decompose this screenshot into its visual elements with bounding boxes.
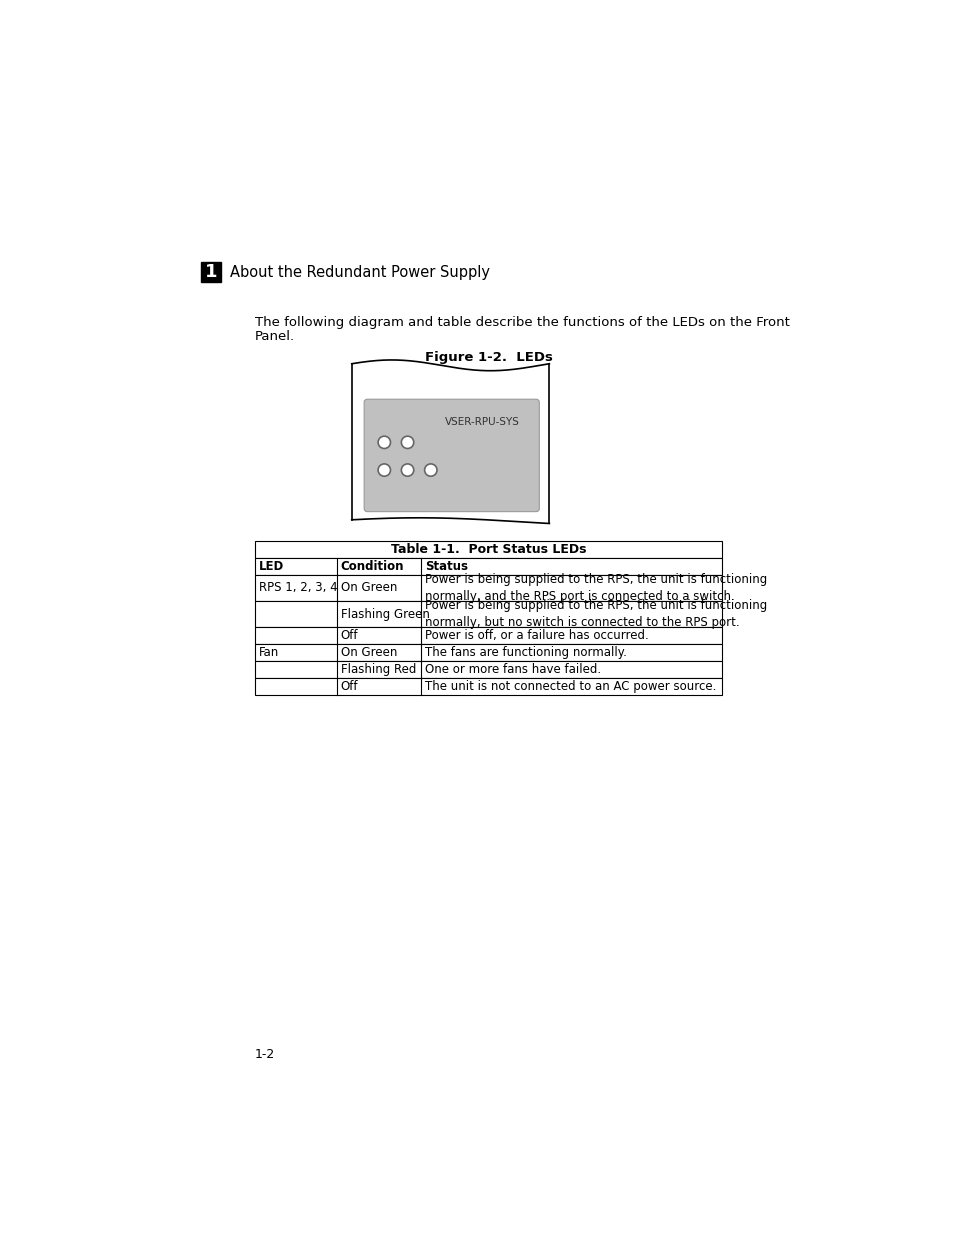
Text: Status: Status (424, 559, 467, 573)
Text: VSER-RPU-SYS: VSER-RPU-SYS (444, 416, 519, 426)
Circle shape (401, 464, 414, 477)
FancyBboxPatch shape (364, 399, 538, 511)
Text: Table 1-1.  Port Status LEDs: Table 1-1. Port Status LEDs (391, 543, 586, 556)
Text: Figure 1-2.  LEDs: Figure 1-2. LEDs (424, 351, 553, 364)
Circle shape (424, 464, 436, 477)
Text: About the Redundant Power Supply: About the Redundant Power Supply (230, 264, 490, 279)
Bar (254, 678, 721, 695)
Circle shape (377, 436, 390, 448)
Polygon shape (352, 359, 549, 524)
Bar (254, 601, 721, 627)
Text: RPS 1, 2, 3, 4: RPS 1, 2, 3, 4 (258, 582, 337, 594)
Text: Flashing Green: Flashing Green (340, 608, 429, 620)
Text: Power is being supplied to the RPS, the unit is functioning
normally, but no swi: Power is being supplied to the RPS, the … (424, 599, 766, 629)
Text: The fans are functioning normally.: The fans are functioning normally. (424, 646, 626, 659)
Text: One or more fans have failed.: One or more fans have failed. (424, 663, 600, 676)
Bar (254, 541, 721, 558)
Bar (254, 558, 721, 574)
Text: Power is off, or a failure has occurred.: Power is off, or a failure has occurred. (424, 629, 648, 642)
Text: The unit is not connected to an AC power source.: The unit is not connected to an AC power… (424, 680, 716, 693)
Circle shape (377, 464, 390, 477)
Text: 1: 1 (204, 263, 216, 282)
Text: The following diagram and table describe the functions of the LEDs on the Front: The following diagram and table describe… (254, 316, 789, 329)
Text: LED: LED (258, 559, 284, 573)
Bar (254, 645, 721, 661)
Text: 1-2: 1-2 (254, 1047, 274, 1061)
Text: Power is being supplied to the RPS, the unit is functioning
normally, and the RP: Power is being supplied to the RPS, the … (424, 573, 766, 603)
Text: On Green: On Green (340, 582, 396, 594)
Bar (254, 661, 721, 678)
Bar (254, 627, 721, 645)
Circle shape (401, 436, 414, 448)
Bar (200, 262, 220, 282)
Text: Condition: Condition (340, 559, 404, 573)
Text: On Green: On Green (340, 646, 396, 659)
Text: Panel.: Panel. (254, 330, 294, 343)
Text: Off: Off (340, 680, 357, 693)
Text: Off: Off (340, 629, 357, 642)
Text: Fan: Fan (258, 646, 278, 659)
Bar (254, 574, 721, 601)
Text: Flashing Red: Flashing Red (340, 663, 416, 676)
